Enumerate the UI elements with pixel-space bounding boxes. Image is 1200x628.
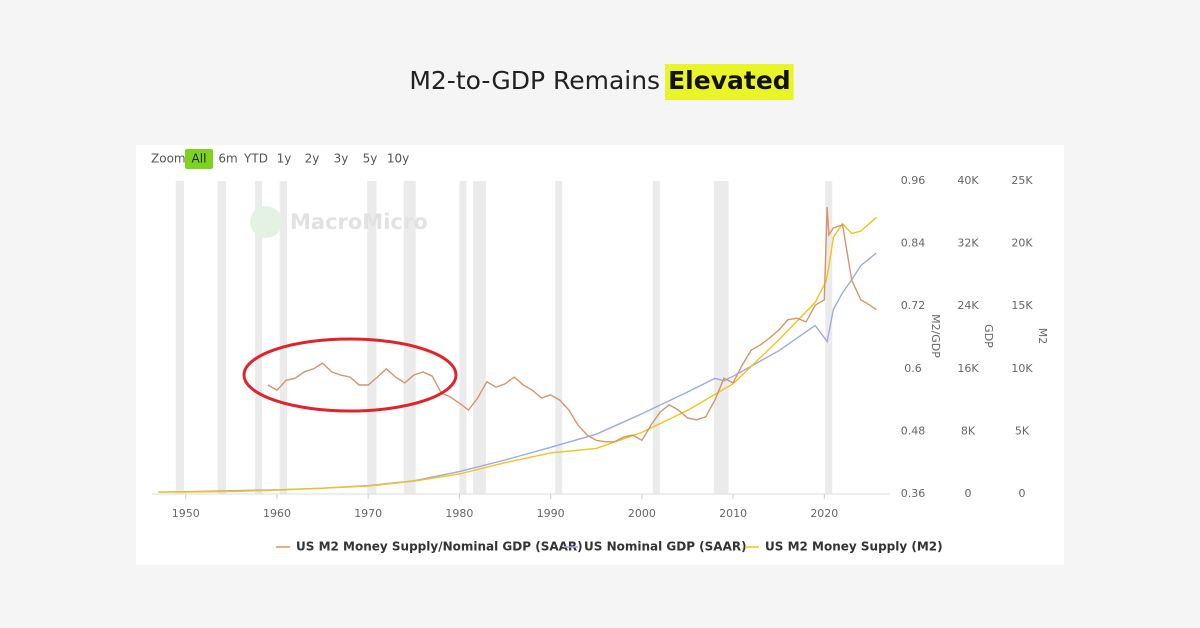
- watermark: MacroMicro: [290, 210, 428, 234]
- y-tick-label: 24K: [957, 299, 979, 312]
- x-tick-label: 2010: [719, 507, 747, 520]
- zoom-button[interactable]: 2y: [305, 152, 320, 166]
- x-tick-label: 1980: [445, 507, 473, 520]
- y-tick-label: 8K: [961, 424, 976, 437]
- watermark-logo: [250, 206, 282, 238]
- x-tick-label: 1970: [354, 507, 382, 520]
- legend-label[interactable]: US M2 Money Supply (M2): [765, 540, 943, 554]
- zoom-button-active: [185, 149, 213, 169]
- recession-band: [367, 181, 377, 494]
- y-axis-title: GDP: [982, 324, 995, 348]
- recession-band: [403, 181, 416, 494]
- y-tick-label: 16K: [957, 362, 979, 375]
- x-tick-label: 1960: [263, 507, 291, 520]
- recession-band: [652, 181, 660, 494]
- y-axis-title: M2: [1036, 328, 1049, 345]
- series-line: [267, 207, 877, 443]
- legend-label[interactable]: US M2 Money Supply/Nominal GDP (SAAR): [296, 540, 583, 554]
- y-tick-label: 0.6: [904, 362, 922, 375]
- zoom-label: Zoom: [151, 152, 186, 166]
- zoom-button[interactable]: 3y: [334, 152, 349, 166]
- chart-title: M2-to-GDP Remains: [409, 66, 660, 95]
- y-tick-label: 0.72: [901, 299, 926, 312]
- y-tick-label: 32K: [957, 237, 979, 250]
- y-tick-label: 15K: [1011, 299, 1033, 312]
- recession-band: [459, 181, 467, 494]
- chart-card: [136, 145, 1064, 565]
- zoom-button[interactable]: 6m: [218, 152, 237, 166]
- y-tick-label: 0.84: [901, 237, 926, 250]
- zoom-button[interactable]: YTD: [243, 152, 268, 166]
- y-tick-label: 10K: [1011, 362, 1033, 375]
- recession-band: [713, 181, 729, 494]
- y-tick-label: 40K: [957, 174, 979, 187]
- y-tick-label: 0.96: [901, 174, 926, 187]
- recession-band: [825, 181, 833, 494]
- y-tick-label: 5K: [1015, 424, 1030, 437]
- zoom-button[interactable]: 10y: [387, 152, 409, 166]
- recession-band: [473, 181, 486, 494]
- zoom-button[interactable]: 5y: [363, 152, 378, 166]
- legend-label[interactable]: US Nominal GDP (SAAR): [584, 540, 747, 554]
- y-tick-label: 25K: [1011, 174, 1033, 187]
- zoom-button[interactable]: 1y: [277, 152, 292, 166]
- series-line: [158, 216, 877, 493]
- x-tick-label: 2000: [628, 507, 656, 520]
- recession-band: [255, 181, 263, 494]
- x-tick-label: 1990: [537, 507, 565, 520]
- zoom-button[interactable]: All: [192, 152, 207, 166]
- recession-band: [279, 181, 288, 494]
- y-tick-label: 20K: [1011, 237, 1033, 250]
- chart: Zoom All 6m YTD 1y 2y 3y 5y 10y MacroMicro 1950 196…: [151, 149, 1049, 554]
- y-tick-label: 0: [1019, 487, 1026, 500]
- chart-title-highlight: Elevated: [668, 66, 791, 95]
- y-axis-title: M2/GDP: [929, 314, 942, 358]
- recession-band: [175, 181, 184, 494]
- recession-band: [555, 181, 563, 494]
- x-tick-label: 1950: [172, 507, 200, 520]
- y-tick-label: 0.48: [901, 424, 926, 437]
- y-tick-label: 0: [965, 487, 972, 500]
- title-highlight-box: [665, 64, 794, 100]
- y-tick-label: 0.36: [901, 487, 926, 500]
- annotation-circle: [242, 337, 458, 413]
- x-tick-label: 2020: [810, 507, 838, 520]
- recession-band: [217, 181, 226, 494]
